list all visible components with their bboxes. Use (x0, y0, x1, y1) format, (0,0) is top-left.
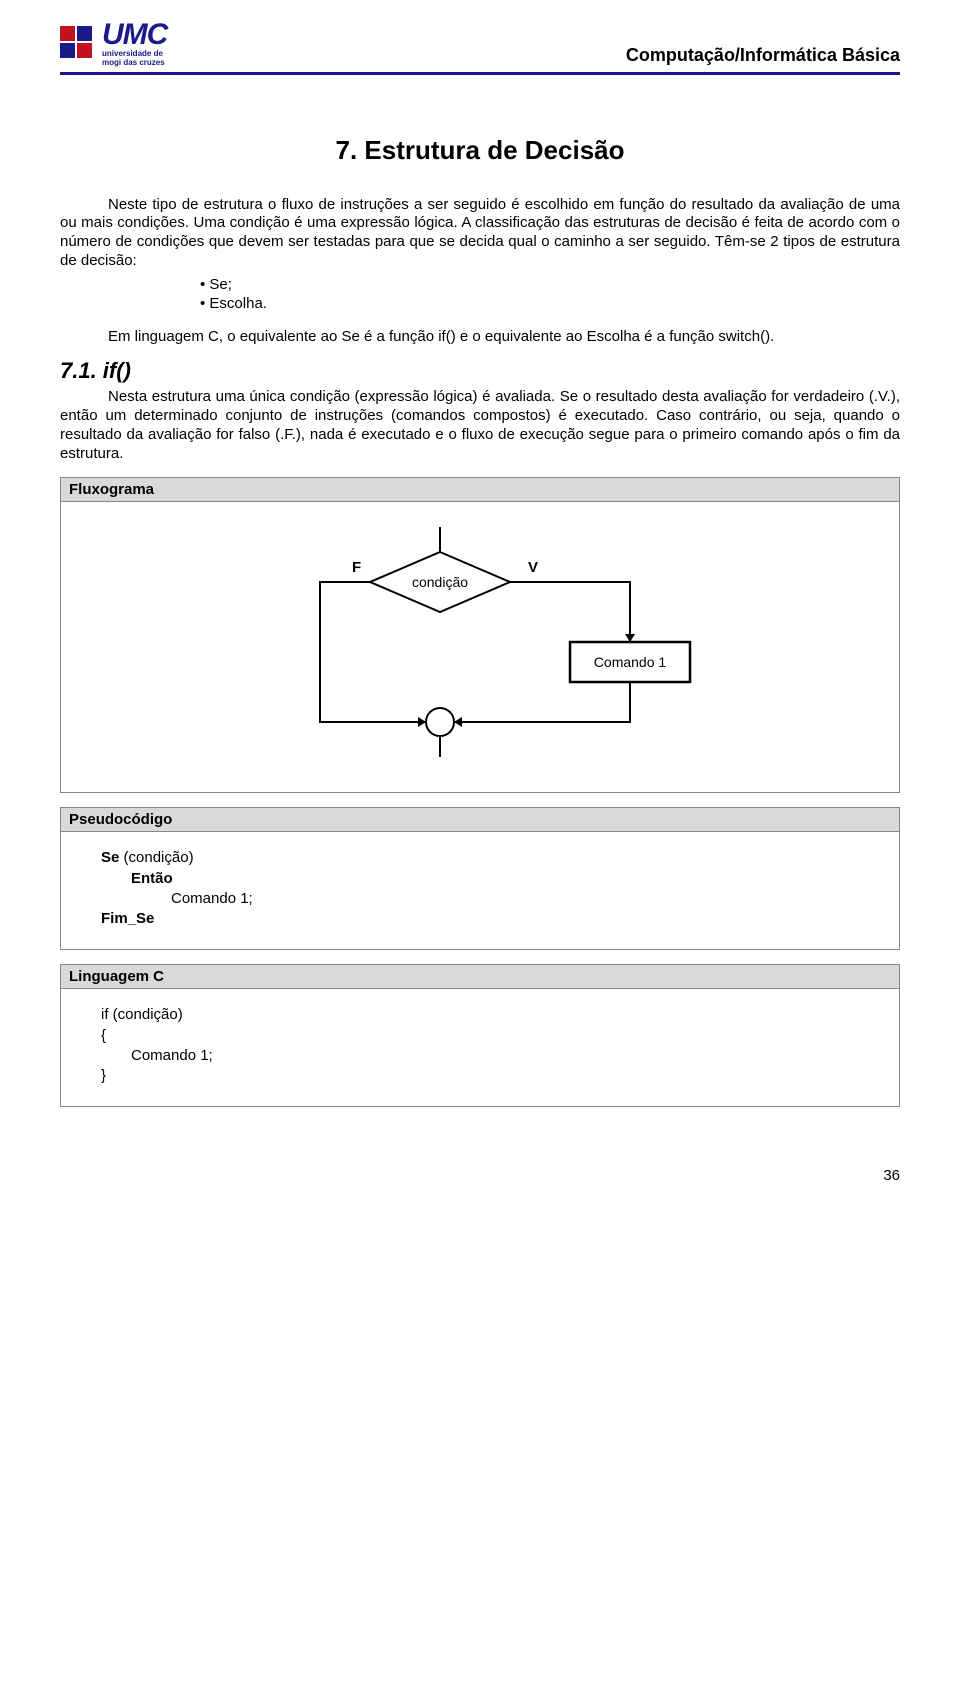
flowchart-svg: condição F V Comando 1 (260, 522, 700, 762)
c-line-3: Comando 1; (131, 1046, 859, 1066)
intro-paragraph-1: Neste tipo de estrutura o fluxo de instr… (60, 196, 900, 271)
cond-label: condição (412, 574, 468, 590)
section-paragraph: Nesta estrutura uma única condição (expr… (60, 388, 900, 463)
langc-block: Linguagem C if (condição) { Comando 1; } (60, 964, 900, 1107)
list-item: Escolha. (200, 294, 900, 314)
true-label: V (528, 559, 538, 576)
cmd-label: Comando 1 (594, 654, 667, 670)
flowchart-block: Fluxograma condição F V Comando 1 (60, 477, 900, 793)
langc-heading: Linguagem C (61, 965, 899, 989)
pseudocode-body: Se (condição) Então Comando 1; Fim_Se (61, 832, 899, 949)
page-number: 36 (60, 1167, 900, 1184)
decision-types-list: Se; Escolha. (200, 275, 900, 314)
c-line-1: if (condição) (101, 1005, 859, 1025)
false-label: F (352, 559, 361, 576)
flowchart-body: condição F V Comando 1 (61, 502, 899, 792)
pseudocode-heading: Pseudocódigo (61, 808, 899, 832)
page-header: UMC universidade de mogi das cruzes Comp… (60, 20, 900, 75)
flowchart-heading: Fluxograma (61, 478, 899, 502)
pseudo-cond: (condição) (124, 849, 194, 866)
logo-letters: UMC (102, 20, 167, 50)
langc-body: if (condição) { Comando 1; } (61, 989, 899, 1106)
logo-text: UMC universidade de mogi das cruzes (102, 20, 167, 68)
chapter-title: 7. Estrutura de Decisão (60, 135, 900, 166)
intro-paragraph-2: Em linguagem C, o equivalente ao Se é a … (60, 328, 900, 347)
c-line-2: { (101, 1026, 859, 1046)
list-item: Se; (200, 275, 900, 295)
course-name: Computação/Informática Básica (626, 45, 900, 68)
logo-sub-2: mogi das cruzes (102, 59, 167, 68)
kw-entao: Então (131, 869, 859, 889)
kw-fim: Fim_Se (101, 909, 859, 929)
pseudocode-block: Pseudocódigo Se (condição) Então Comando… (60, 807, 900, 950)
logo: UMC universidade de mogi das cruzes (60, 20, 167, 68)
logo-mark (60, 24, 96, 64)
pseudo-cmd: Comando 1; (171, 889, 859, 909)
c-line-4: } (101, 1066, 859, 1086)
kw-se: Se (101, 849, 119, 866)
section-title: 7.1. if() (60, 358, 900, 384)
